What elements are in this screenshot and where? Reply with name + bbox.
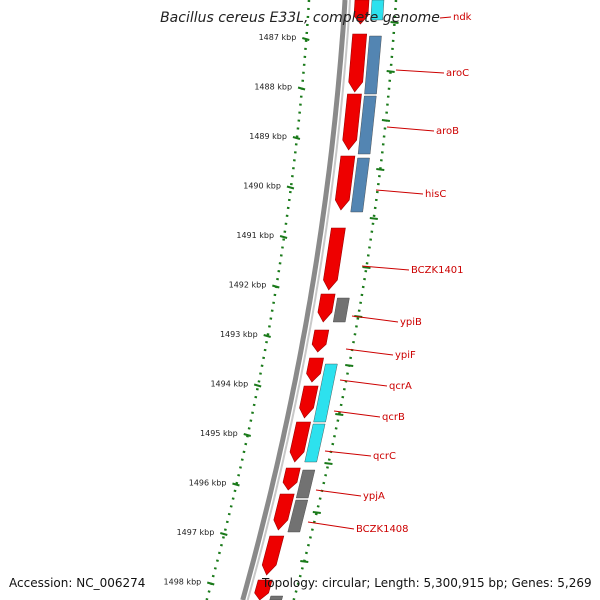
cds-arrow	[334, 155, 356, 211]
feature-block-steelblue	[357, 95, 377, 155]
feature-block-steelblue	[364, 35, 382, 95]
outer-tick	[312, 511, 321, 514]
feature-block-steelblue	[350, 157, 370, 213]
kbp-tick	[243, 433, 252, 437]
kbp-label: 1487 kbp	[259, 33, 297, 42]
feature-block-cyan	[313, 363, 338, 423]
gene-label-ndk: ndk	[453, 12, 472, 23]
leader-line	[351, 315, 399, 323]
map-title: Bacillus cereus E33L, complete genome	[160, 10, 440, 26]
feature-block-gray	[295, 469, 316, 499]
cds-arrow	[342, 93, 362, 151]
outer-tick	[324, 462, 333, 465]
gene-label-qcrb: qcrB	[382, 412, 405, 423]
kbp-tick	[220, 532, 228, 536]
cds-arrow	[348, 33, 368, 93]
leader-line	[395, 69, 445, 74]
gene-label-aroc: aroC	[446, 68, 469, 79]
backbone-inner	[246, 0, 351, 600]
cds-arrow	[323, 227, 346, 291]
gene-label-hisc: hisC	[425, 189, 446, 200]
kbp-tick	[253, 383, 262, 388]
kbp-tick	[292, 136, 301, 140]
leader-line	[386, 126, 435, 132]
feature-block-cyan	[304, 423, 326, 463]
kbp-label: 1493 kbp	[220, 330, 258, 339]
backbone-track	[240, 0, 351, 600]
cds-arrow	[306, 357, 324, 383]
kbp-label: 1492 kbp	[229, 281, 267, 290]
kbp-label: 1489 kbp	[249, 132, 287, 141]
outer-tick	[390, 21, 399, 24]
outer-tick	[381, 119, 391, 122]
kbp-label: 1490 kbp	[243, 182, 281, 191]
leader-line	[375, 189, 424, 195]
outer-tick	[362, 266, 371, 269]
leader-line	[345, 348, 394, 356]
kbp-scale: 1487 kbp 1488 kbp 1489 kbp 1490 kbp 1491 kbp…	[164, 0, 311, 600]
leader-line	[339, 379, 388, 387]
feature-block-gray	[269, 595, 284, 600]
leader-line	[333, 410, 381, 418]
kbp-label: 1495 kbp	[200, 429, 238, 438]
kbp-tick	[232, 482, 240, 487]
cds-arrow	[311, 329, 330, 353]
kbp-tick	[297, 86, 306, 91]
cds-arrow	[273, 493, 295, 531]
kbp-label: 1497 kbp	[177, 528, 215, 537]
accession-text: Accession: NC_006274	[9, 576, 146, 590]
kbp-label: 1488 kbp	[254, 83, 292, 92]
kbp-label: 1494 kbp	[210, 380, 248, 389]
backbone-outer	[240, 0, 348, 600]
leader-line	[361, 265, 410, 271]
feature-block-cyan	[370, 0, 385, 21]
cds-arrow	[353, 0, 370, 25]
gene-labels: ndk aroC aroB hisC BCZK1401 ypiB ypiF qcrA qcrB q…	[307, 12, 472, 535]
kbp-label: 1491 kbp	[236, 231, 274, 240]
kbp-tick	[279, 235, 288, 239]
feature-block-gray	[287, 499, 309, 533]
feature-track	[269, 0, 385, 600]
topology-summary: Topology: circular; Length: 5,300,915 bp…	[262, 576, 592, 590]
cds-arrow	[282, 467, 301, 491]
outer-tick	[386, 70, 395, 73]
outer-tick	[335, 413, 344, 416]
kbp-tick	[272, 284, 280, 289]
leader-line	[315, 489, 362, 497]
kbp-label: 1498 kbp	[164, 578, 202, 587]
outer-tick	[376, 168, 385, 171]
cds-track	[254, 0, 370, 600]
kbp-tick	[286, 185, 295, 190]
kbp-tick	[302, 37, 310, 41]
kbp-tick	[263, 334, 271, 338]
feature-block-gray	[332, 297, 350, 323]
cds-arrow	[317, 293, 336, 323]
leader-line	[439, 16, 452, 19]
outer-tick	[345, 364, 354, 367]
cds-arrow	[261, 535, 285, 576]
gene-label-qcrc: qcrC	[373, 451, 396, 462]
cds-arrow	[299, 385, 319, 419]
gene-label-ypib: ypiB	[400, 317, 422, 328]
gene-label-qcra: qcrA	[389, 381, 412, 392]
gene-label-ypif: ypiF	[395, 350, 416, 361]
cds-arrow	[254, 579, 273, 600]
leader-line	[324, 450, 372, 457]
gene-label-bczk1401: BCZK1401	[411, 265, 464, 276]
kbp-label: 1496 kbp	[189, 479, 227, 488]
outer-tick	[369, 217, 378, 220]
outer-tick	[300, 560, 309, 563]
cds-arrow	[289, 421, 311, 463]
gene-label-arob: aroB	[436, 126, 459, 137]
kbp-tick	[206, 581, 215, 586]
gene-label-bczk1408: BCZK1408	[356, 524, 409, 535]
leader-line	[307, 521, 355, 530]
gene-label-ypja: ypjA	[363, 491, 385, 502]
